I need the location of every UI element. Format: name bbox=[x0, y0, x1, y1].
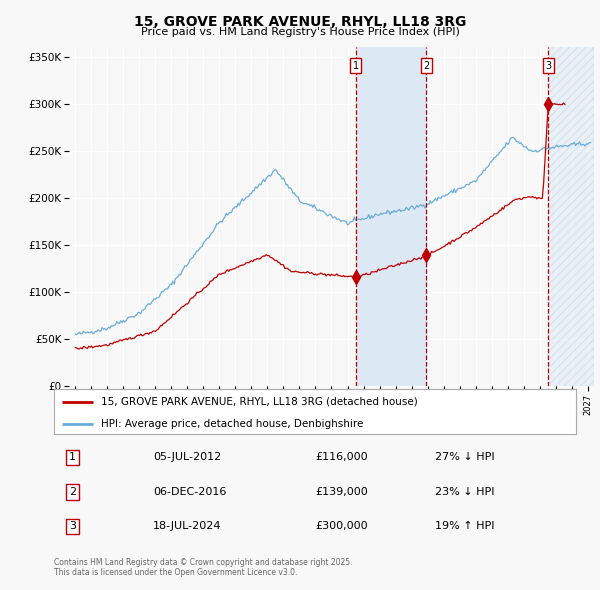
Text: 3: 3 bbox=[69, 522, 76, 532]
Text: 06-DEC-2016: 06-DEC-2016 bbox=[153, 487, 227, 497]
Text: 15, GROVE PARK AVENUE, RHYL, LL18 3RG: 15, GROVE PARK AVENUE, RHYL, LL18 3RG bbox=[134, 15, 466, 29]
Text: Contains HM Land Registry data © Crown copyright and database right 2025.
This d: Contains HM Land Registry data © Crown c… bbox=[54, 558, 353, 577]
Text: £139,000: £139,000 bbox=[315, 487, 368, 497]
Bar bbox=[548, 47, 594, 386]
Text: £300,000: £300,000 bbox=[315, 522, 368, 532]
Text: 18-JUL-2024: 18-JUL-2024 bbox=[153, 522, 221, 532]
Text: HPI: Average price, detached house, Denbighshire: HPI: Average price, detached house, Denb… bbox=[101, 419, 364, 429]
Text: 3: 3 bbox=[545, 61, 551, 71]
Text: 23% ↓ HPI: 23% ↓ HPI bbox=[435, 487, 494, 497]
Text: 15, GROVE PARK AVENUE, RHYL, LL18 3RG (detached house): 15, GROVE PARK AVENUE, RHYL, LL18 3RG (d… bbox=[101, 397, 418, 407]
Text: Price paid vs. HM Land Registry's House Price Index (HPI): Price paid vs. HM Land Registry's House … bbox=[140, 27, 460, 37]
Text: 2: 2 bbox=[69, 487, 76, 497]
Text: 1: 1 bbox=[353, 61, 359, 71]
Bar bbox=[356, 47, 427, 386]
Text: 27% ↓ HPI: 27% ↓ HPI bbox=[435, 453, 494, 463]
Text: 05-JUL-2012: 05-JUL-2012 bbox=[153, 453, 221, 463]
Text: £116,000: £116,000 bbox=[315, 453, 368, 463]
Text: 19% ↑ HPI: 19% ↑ HPI bbox=[435, 522, 494, 532]
Text: 2: 2 bbox=[423, 61, 430, 71]
Text: 1: 1 bbox=[69, 453, 76, 463]
